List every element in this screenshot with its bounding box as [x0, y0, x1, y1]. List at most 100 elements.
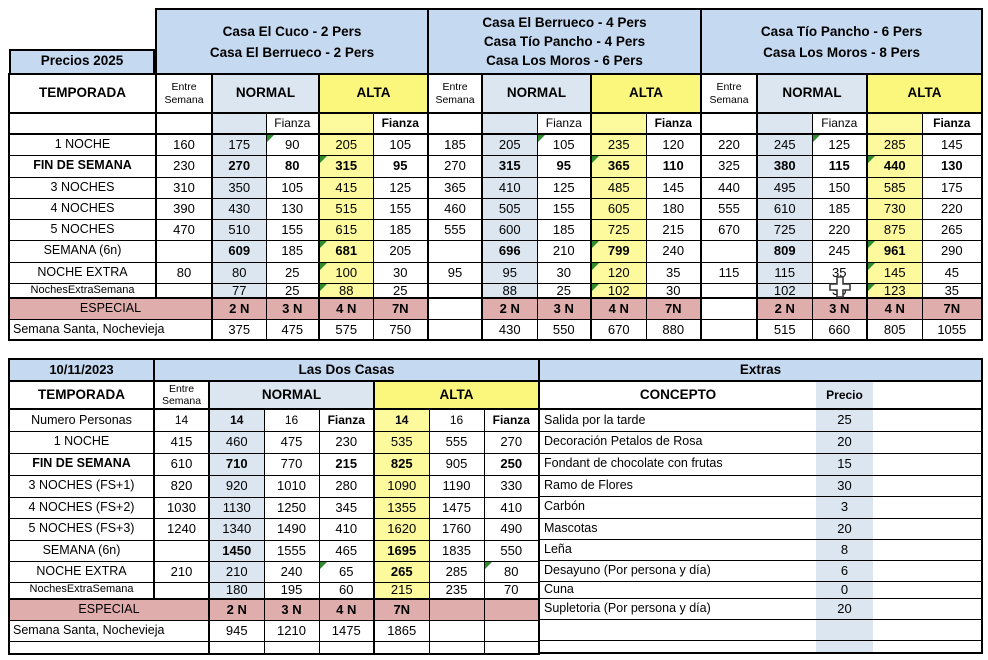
- row-label[interactable]: 1 NOCHE: [8, 133, 157, 156]
- price-cell[interactable]: [153, 539, 210, 562]
- empty-cell[interactable]: [873, 381, 984, 410]
- row-label[interactable]: NOCHE EXTRA: [8, 560, 155, 583]
- row-label[interactable]: SEMANA (6n): [8, 539, 155, 562]
- price-cell[interactable]: 905: [428, 452, 485, 476]
- price-cell[interactable]: 102: [756, 282, 813, 299]
- price-cell[interactable]: 535: [373, 430, 430, 454]
- row-label[interactable]: 1 NOCHE: [8, 430, 155, 454]
- price-cell[interactable]: 120: [645, 133, 702, 156]
- price-cell[interactable]: 510: [211, 218, 267, 241]
- row-label[interactable]: FIN DE SEMANA: [8, 154, 157, 178]
- empty-cell[interactable]: [155, 112, 213, 135]
- price-cell[interactable]: 1090: [373, 474, 430, 498]
- price-cell[interactable]: 175: [211, 133, 267, 156]
- price-cell[interactable]: 155: [265, 218, 320, 241]
- extra-item-name[interactable]: Decoración Petalos de Rosa: [538, 431, 816, 454]
- temporada-header[interactable]: TEMPORADA: [8, 73, 157, 114]
- empty-cell[interactable]: [873, 581, 984, 599]
- price-cell[interactable]: 410: [318, 517, 375, 541]
- price-cell[interactable]: 465: [318, 539, 375, 562]
- price-cell[interactable]: 1010: [263, 474, 320, 498]
- row-label[interactable]: NochesExtraSemana: [8, 282, 157, 299]
- price-cell[interactable]: 880: [645, 318, 702, 342]
- price-cell[interactable]: [700, 282, 759, 299]
- empty-cell[interactable]: [8, 112, 157, 135]
- price-cell[interactable]: 1695: [373, 539, 430, 562]
- price-cell[interactable]: 375: [211, 318, 267, 342]
- price-cell[interactable]: 80: [483, 560, 541, 583]
- price-cell[interactable]: 605: [590, 197, 647, 220]
- price-cell[interactable]: 77: [211, 282, 267, 299]
- normal-header[interactable]: NORMAL: [756, 73, 868, 114]
- empty-cell[interactable]: [873, 518, 984, 540]
- price-cell[interactable]: 961: [866, 239, 923, 263]
- price-cell[interactable]: 730: [866, 197, 923, 220]
- price-cell[interactable]: 95: [427, 261, 484, 284]
- price-cell[interactable]: 670: [700, 218, 759, 241]
- fianza-header[interactable]: Fianza: [265, 112, 320, 135]
- price-cell[interactable]: 90: [265, 133, 320, 156]
- price-cell[interactable]: 550: [536, 318, 592, 342]
- fianza-header[interactable]: Fianza: [483, 408, 541, 432]
- empty-cell[interactable]: [873, 598, 984, 620]
- price-cell[interactable]: 110: [645, 154, 702, 178]
- price-cell[interactable]: 220: [700, 133, 759, 156]
- price-cell[interactable]: 205: [318, 133, 374, 156]
- row-label[interactable]: 5 NOCHES: [8, 218, 157, 241]
- price-cell[interactable]: 220: [811, 218, 868, 241]
- row-label[interactable]: 5 NOCHES (FS+3): [8, 517, 155, 541]
- fianza-header[interactable]: Fianza: [372, 112, 429, 135]
- price-cell[interactable]: 180: [208, 581, 265, 600]
- price-cell[interactable]: 185: [811, 197, 868, 220]
- row-label[interactable]: NOCHE EXTRA: [8, 261, 157, 284]
- price-cell[interactable]: 215: [373, 581, 430, 600]
- price-cell[interactable]: 1240: [153, 517, 210, 541]
- empty-cell[interactable]: [866, 112, 923, 135]
- price-cell[interactable]: 80: [265, 154, 320, 178]
- entre-semana-header[interactable]: Entre Semana: [155, 73, 213, 114]
- empty-cell[interactable]: [428, 640, 485, 655]
- price-cell[interactable]: 315: [481, 154, 538, 178]
- price-cell[interactable]: 270: [427, 154, 484, 178]
- price-cell[interactable]: 30: [645, 282, 702, 299]
- price-cell[interactable]: 1130: [208, 496, 265, 519]
- price-cell[interactable]: 825: [373, 452, 430, 476]
- empty-cell[interactable]: [373, 640, 430, 655]
- price-cell[interactable]: 30: [372, 261, 429, 284]
- extra-item-name[interactable]: Supletoria (Por persona y día): [538, 598, 816, 620]
- fianza-header[interactable]: Fianza: [921, 112, 984, 135]
- price-cell[interactable]: 215: [318, 452, 375, 476]
- price-cell[interactable]: 205: [481, 133, 538, 156]
- table-title[interactable]: Precios 2025: [9, 49, 155, 73]
- price-cell[interactable]: 696: [481, 239, 538, 263]
- extra-item-price[interactable]: 20: [816, 598, 873, 620]
- extra-item-name[interactable]: Ramo de Flores: [538, 475, 816, 497]
- price-cell[interactable]: 30: [536, 261, 592, 284]
- price-cell[interactable]: 123: [866, 282, 923, 299]
- empty-cell[interactable]: [816, 640, 873, 654]
- price-cell[interactable]: 88: [318, 282, 374, 299]
- date-cell[interactable]: 10/11/2023: [8, 358, 155, 382]
- personas-cell[interactable]: 14: [208, 408, 265, 432]
- empty-cell[interactable]: [483, 619, 541, 642]
- empty-cell[interactable]: [873, 560, 984, 582]
- extra-item-name[interactable]: Carbón: [538, 496, 816, 519]
- price-cell[interactable]: 125: [372, 176, 429, 199]
- price-cell[interactable]: 80: [155, 261, 213, 284]
- empty-cell[interactable]: [481, 112, 538, 135]
- price-cell[interactable]: 95: [372, 154, 429, 178]
- price-cell[interactable]: 240: [263, 560, 320, 583]
- price-cell[interactable]: 350: [211, 176, 267, 199]
- price-cell[interactable]: 65: [318, 560, 375, 583]
- price-cell[interactable]: 475: [265, 318, 320, 342]
- especial-label[interactable]: ESPECIAL: [8, 297, 213, 320]
- price-cell[interactable]: [427, 239, 484, 263]
- price-cell[interactable]: 220: [921, 197, 984, 220]
- price-cell[interactable]: 25: [265, 282, 320, 299]
- entre-semana-header[interactable]: Entre Semana: [427, 73, 484, 114]
- price-cell[interactable]: 750: [372, 318, 429, 342]
- price-cell[interactable]: 430: [211, 197, 267, 220]
- group-title-3[interactable]: Casa Tío Pancho - 6 Pers Casa Los Moros …: [700, 8, 984, 75]
- price-cell[interactable]: 430: [481, 318, 538, 342]
- precio-header[interactable]: Precio: [816, 381, 873, 410]
